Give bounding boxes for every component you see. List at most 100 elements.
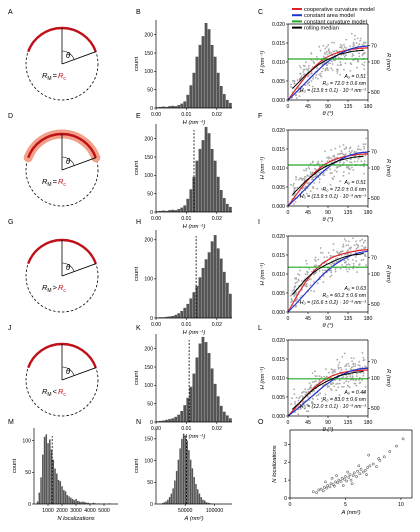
right-tick-label: 100 — [371, 166, 380, 172]
data-point — [339, 480, 343, 483]
data-point — [315, 491, 318, 494]
data-point — [318, 270, 321, 272]
membrane-circle — [25, 343, 99, 417]
bar — [66, 495, 69, 504]
theta-label: θ — [66, 367, 71, 376]
bar — [156, 107, 159, 108]
data-point — [344, 62, 347, 65]
y-tick-label: 0 — [150, 210, 153, 216]
data-point — [334, 59, 336, 62]
bar — [219, 405, 223, 422]
data-point — [356, 469, 360, 473]
data-point — [294, 285, 297, 287]
data-point — [366, 466, 369, 469]
data-point — [304, 407, 306, 410]
data-point — [314, 76, 317, 79]
data-point — [330, 476, 334, 480]
bar — [179, 448, 181, 504]
data-point — [364, 385, 367, 388]
data-point — [328, 50, 331, 53]
data-point — [350, 161, 353, 164]
data-point — [341, 250, 344, 253]
data-point — [345, 479, 348, 483]
data-point — [335, 389, 338, 392]
data-point — [326, 256, 328, 258]
y-tick-label: 0 — [28, 502, 31, 508]
bar — [61, 486, 63, 504]
y-tick-label: 0 — [284, 496, 287, 502]
data-point — [324, 480, 327, 484]
data-point — [319, 74, 322, 77]
data-point — [329, 269, 332, 272]
data-point — [345, 268, 348, 270]
x-tick-label: 0.02 — [212, 112, 222, 118]
legend-label-coop: cooperative curvature model — [304, 7, 375, 13]
data-point — [338, 161, 341, 164]
data-point — [355, 151, 358, 154]
rc-subscript: c — [63, 182, 66, 188]
panel-letter-I: I — [258, 219, 260, 226]
bar — [165, 419, 168, 422]
data-point — [363, 64, 365, 67]
radius-relation: RM=Rc — [42, 177, 66, 188]
data-point — [304, 391, 307, 394]
data-point — [311, 171, 314, 174]
data-point — [364, 246, 367, 249]
bar — [201, 336, 205, 422]
data-point — [375, 465, 378, 469]
bar — [186, 440, 188, 504]
x-axis-label: θ (°) — [323, 217, 334, 223]
y-axis-label: H (nm⁻¹) — [260, 263, 266, 286]
bar — [47, 443, 49, 504]
data-point — [302, 177, 305, 180]
y-tick-label: 150 — [144, 155, 153, 161]
data-point — [371, 462, 375, 466]
data-point — [359, 468, 363, 471]
data-point — [349, 62, 352, 65]
bar — [183, 307, 187, 318]
data-point — [326, 64, 329, 67]
data-point — [338, 252, 341, 254]
data-point — [336, 251, 339, 254]
rm-subscript: M — [47, 288, 51, 294]
y-tick-label: 0 — [150, 420, 153, 426]
data-point — [331, 63, 334, 65]
data-point — [341, 376, 343, 379]
data-point — [345, 244, 348, 247]
data-point — [313, 272, 316, 275]
data-point — [348, 268, 351, 270]
data-point — [343, 382, 345, 384]
bar — [216, 248, 220, 318]
bar — [168, 210, 171, 212]
bar — [177, 414, 181, 422]
data-point — [352, 169, 355, 171]
data-point — [351, 375, 354, 378]
data-point — [346, 470, 350, 474]
data-point — [315, 74, 318, 76]
data-point — [330, 383, 333, 385]
data-point — [336, 70, 339, 73]
data-point — [326, 53, 329, 56]
data-point — [351, 474, 355, 477]
relation-operator: = — [53, 177, 58, 186]
x-tick-label: 0.00 — [151, 322, 161, 328]
data-point — [298, 397, 300, 400]
y-tick-label: 50 — [25, 470, 31, 476]
x-tick-label: 135 — [344, 316, 353, 322]
data-point — [331, 60, 333, 63]
bar — [213, 160, 217, 212]
y-tick-label: 0.015 — [272, 357, 285, 363]
data-point — [326, 386, 329, 388]
data-point — [318, 380, 321, 382]
data-point — [305, 169, 307, 172]
data-point — [315, 394, 318, 397]
y-tick-label: 0.000 — [272, 204, 285, 210]
data-point — [353, 382, 356, 385]
data-point — [325, 368, 327, 371]
data-point — [355, 243, 358, 246]
y-tick-label: 0 — [150, 502, 153, 508]
x-tick-label: 0.00 — [151, 112, 161, 118]
x-tick-label: 45 — [305, 104, 311, 110]
data-point — [321, 269, 324, 272]
data-point — [313, 290, 315, 293]
